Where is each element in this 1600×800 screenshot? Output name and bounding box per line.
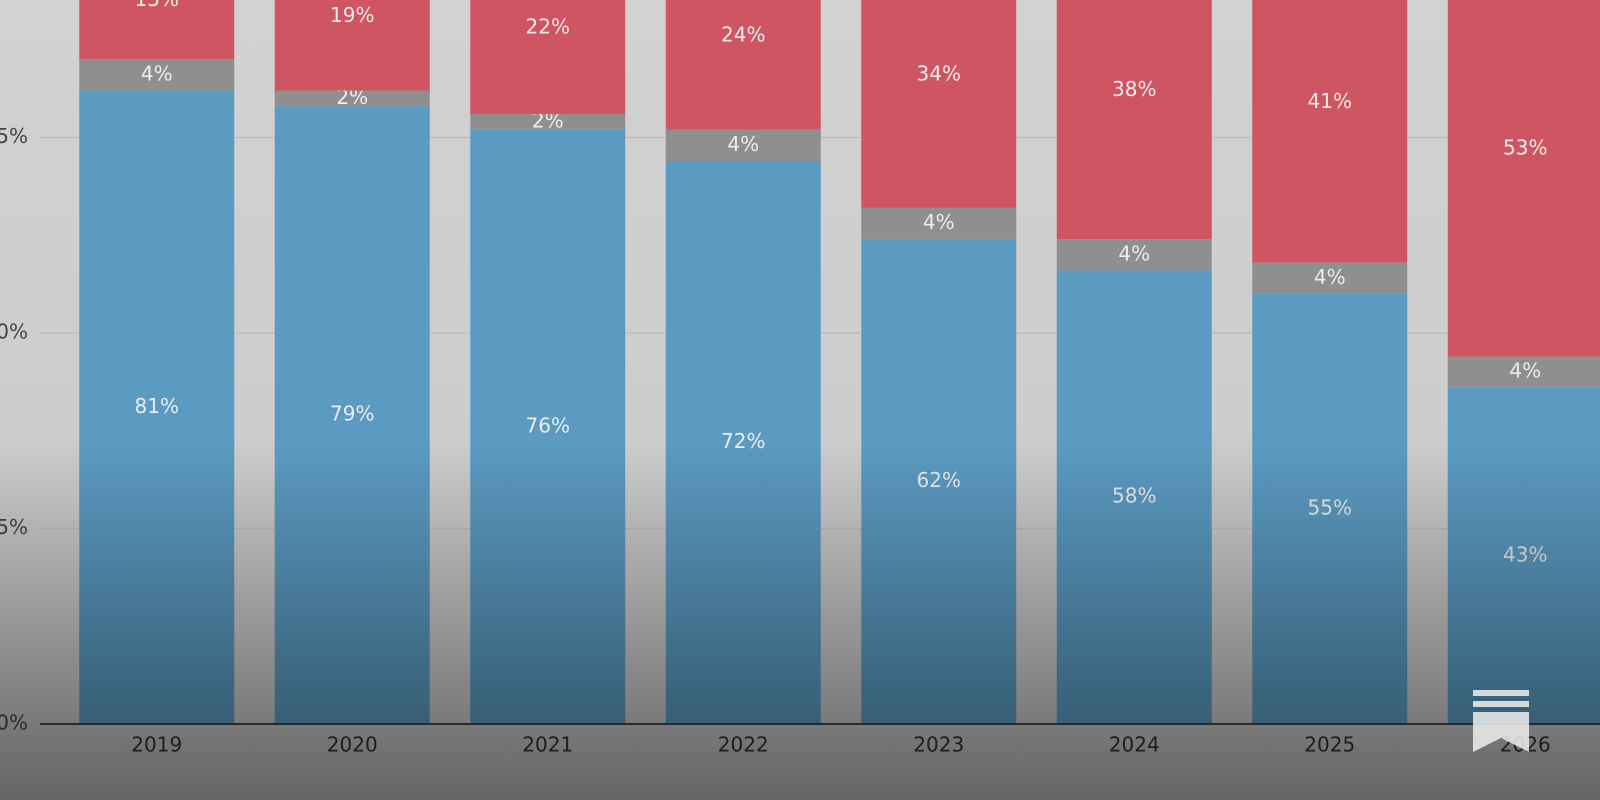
data-label: 43% <box>1503 542 1547 566</box>
bar-segment <box>665 0 821 130</box>
y-tick-label: 0% <box>0 711 28 735</box>
data-label: 76% <box>526 413 570 437</box>
data-label: 34% <box>917 61 961 85</box>
data-label: 4% <box>1118 241 1150 265</box>
data-label: 62% <box>917 468 961 492</box>
data-label: 79% <box>330 402 374 426</box>
data-label: 19% <box>330 3 374 27</box>
bar-segment <box>1447 0 1600 357</box>
x-tick-label: 2020 <box>327 733 378 757</box>
data-label: 24% <box>721 22 765 46</box>
y-tick-label: 75% <box>0 124 28 148</box>
x-tick-label: 2024 <box>1109 733 1160 757</box>
data-label: 4% <box>1314 265 1346 289</box>
data-label: 4% <box>923 210 955 234</box>
data-label: 72% <box>721 429 765 453</box>
data-label: 15% <box>135 0 179 11</box>
data-label: 22% <box>526 15 570 39</box>
x-tick-label: 2023 <box>913 733 964 757</box>
data-label: 4% <box>727 132 759 156</box>
data-label: 41% <box>1308 89 1352 113</box>
y-tick-label: 50% <box>0 320 28 344</box>
bookmark-icon[interactable] <box>1473 690 1529 752</box>
x-tick-label: 2025 <box>1304 733 1355 757</box>
data-label: 81% <box>135 394 179 418</box>
x-tick-label: 2021 <box>522 733 573 757</box>
data-label: 53% <box>1503 136 1547 160</box>
data-label: 55% <box>1308 495 1352 519</box>
x-tick-label: 2022 <box>718 733 769 757</box>
data-label: 58% <box>1112 484 1156 508</box>
data-label: 38% <box>1112 77 1156 101</box>
bar-segment <box>1056 0 1212 240</box>
bar-segment <box>861 0 1017 208</box>
bar-segment <box>1252 0 1408 263</box>
y-tick-label: 25% <box>0 515 28 539</box>
data-label: 4% <box>141 61 173 85</box>
data-label: 4% <box>1509 359 1541 383</box>
x-tick-label: 2019 <box>131 733 182 757</box>
